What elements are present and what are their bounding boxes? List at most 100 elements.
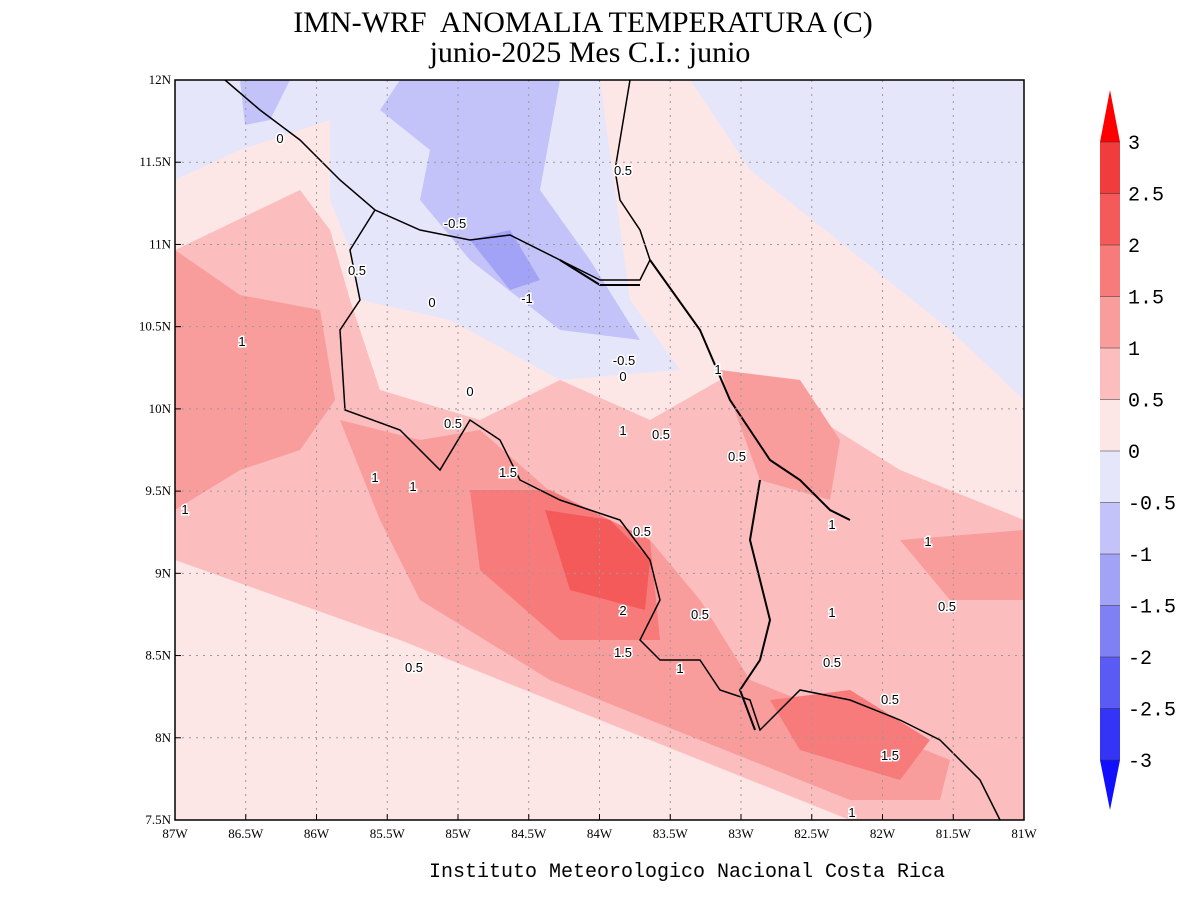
colorbar-label: 3 [1128, 133, 1140, 156]
x-tick-label: 81W [1011, 826, 1037, 841]
colorbar-swatch [1100, 502, 1120, 554]
colorbar-label: 1.5 [1128, 288, 1164, 311]
band-1-15 [900, 530, 1024, 600]
x-tick-label: 85W [445, 826, 471, 841]
contour-label: 1 [371, 470, 378, 485]
x-tick-label: 82W [870, 826, 896, 841]
subtitle: junio-2025 Mes C.I.: junio [429, 36, 751, 69]
colorbar-swatch [1100, 348, 1120, 400]
contour-label: 0 [428, 295, 435, 310]
contour-label: 1.5 [614, 645, 632, 660]
colorbar-swatch [1100, 708, 1120, 760]
colorbar-label: 0 [1128, 442, 1140, 465]
contour-label: 1 [714, 362, 721, 377]
contour-label: 1 [828, 605, 835, 620]
contour-label: 0.5 [652, 427, 670, 442]
colorbar-label: -1.5 [1128, 597, 1176, 620]
contour-label: 1 [409, 479, 416, 494]
contour-label: -1 [521, 291, 533, 306]
contour-label: 0.5 [614, 163, 632, 178]
contour-label: 0.5 [633, 524, 651, 539]
x-tick-label: 82.5W [794, 826, 830, 841]
y-tick-label: 12N [149, 72, 172, 87]
colorbar-label: -1 [1128, 545, 1152, 568]
band-2-25 [545, 510, 650, 610]
y-tick-label: 8N [155, 730, 172, 745]
contour-labels: 0-0.50.50.50 -11-0.50 100.5 1 0.50.51.51110.… [180, 130, 958, 822]
colorbar-label: 0.5 [1128, 391, 1164, 414]
y-tick-label: 7.5N [145, 812, 171, 827]
contour-label: 0.5 [691, 607, 709, 622]
contour-label: -0.5 [444, 216, 466, 231]
x-tick-label: 84W [587, 826, 613, 841]
colorbar-over [1100, 90, 1120, 142]
contour-label: 0.5 [823, 655, 841, 670]
contour-label: 0 [276, 131, 283, 146]
y-tick-label: 8.5N [145, 648, 171, 663]
colorbar-swatch [1100, 657, 1120, 709]
x-tick-label: 83.5W [653, 826, 689, 841]
map-frame [174, 79, 1025, 821]
contour-label: 2 [619, 603, 626, 618]
contour-label: 0.5 [938, 599, 956, 614]
contour-label: -0.5 [613, 353, 635, 368]
colorbar-swatch [1100, 296, 1120, 348]
colorbar: -3 -2.5 -2 -1.5 -1 -0.5 0 0.5 1 1.5 2 2.5 3 [1100, 90, 1176, 810]
y-tick-label: 10.5N [139, 319, 172, 334]
y-tick-label: 11N [149, 236, 172, 251]
band-15-2 [770, 690, 930, 780]
colorbar-label: -3 [1128, 751, 1152, 774]
colorbar-swatch [1100, 554, 1120, 606]
x-tick-label: 85.5W [370, 826, 406, 841]
band-m1-m05 [380, 80, 640, 340]
band-m15-m1 [470, 230, 540, 290]
coastline [224, 79, 1001, 821]
x-tick-label: 84.5W [511, 826, 547, 841]
x-tick-label: 87W [162, 826, 188, 841]
anomaly-field [175, 79, 1024, 821]
colorbar-swatch [1100, 399, 1120, 451]
contour-label: 1 [848, 805, 855, 820]
contour-label: 0 [619, 369, 626, 384]
band-1-15 [175, 250, 335, 510]
band-m05-0 [690, 80, 1024, 400]
colorbar-label: 2.5 [1128, 185, 1164, 208]
colorbar-label: -0.5 [1128, 494, 1176, 517]
y-tick-label: 9.5N [145, 483, 171, 498]
y-tick-label: 11.5N [139, 154, 171, 169]
contour-label: 0.5 [728, 449, 746, 464]
contour-label: 1 [619, 423, 626, 438]
colorbar-swatch [1100, 193, 1120, 245]
contour-label: 0 [466, 384, 473, 399]
contour-label: 0.5 [881, 692, 899, 707]
x-tick-label: 86W [304, 826, 330, 841]
band-m1-m05 [240, 80, 290, 125]
contour-label: 1 [828, 517, 835, 532]
contour-label: 1 [676, 661, 683, 676]
contour-label: 1 [924, 534, 931, 549]
y-tick-label: 9N [155, 565, 172, 580]
contour-label: 0.5 [348, 263, 366, 278]
contour-label: 1 [238, 334, 245, 349]
band-1-15 [720, 370, 840, 500]
colorbar-label: 1 [1128, 339, 1140, 362]
y-tick-label: 10N [149, 401, 172, 416]
contour-label: 1.5 [499, 465, 517, 480]
colorbar-label: -2 [1128, 648, 1152, 671]
colorbar-label: 2 [1128, 236, 1140, 259]
colorbar-label: -2.5 [1128, 700, 1176, 723]
x-tick-label: 81.5W [936, 826, 972, 841]
x-tick-label: 86.5W [228, 826, 264, 841]
title: IMN-WRF ANOMALIA TEMPERATURA (C) [293, 6, 872, 39]
x-tick-label: 83W [728, 826, 754, 841]
colorbar-swatch [1100, 451, 1120, 503]
contour-label: 0.5 [405, 660, 423, 675]
contour-label: 0.5 [444, 416, 462, 431]
contour-label: 1.5 [881, 748, 899, 763]
footer: Instituto Meteorologico Nacional Costa R… [429, 861, 945, 884]
colorbar-swatch [1100, 245, 1120, 297]
colorbar-swatch [1100, 142, 1120, 194]
colorbar-swatch [1100, 605, 1120, 657]
colorbar-under [1100, 760, 1120, 810]
